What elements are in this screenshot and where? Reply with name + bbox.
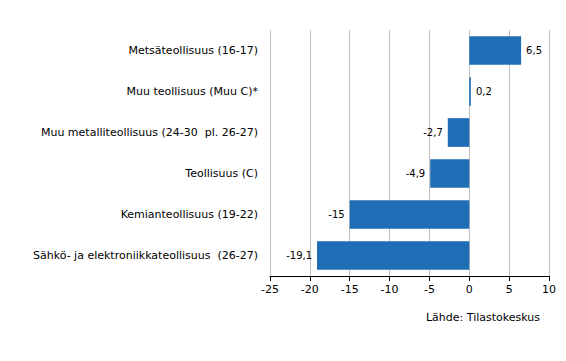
svg-text:Muu metalliteollisuus (24-30: Muu metalliteollisuus (24-30 pl. 26-27)	[41, 126, 258, 139]
svg-text:Kemianteollisuus (19-22): Kemianteollisuus (19-22)	[121, 208, 258, 221]
svg-text:-10: -10	[381, 283, 399, 296]
svg-text:Metsäteollisuus (16-17): Metsäteollisuus (16-17)	[129, 44, 258, 57]
svg-text:-20: -20	[301, 283, 319, 296]
svg-text:Teollisuus (C): Teollisuus (C)	[184, 167, 258, 180]
svg-text:-15: -15	[328, 209, 344, 220]
svg-text:0: 0	[466, 283, 473, 296]
svg-text:-2,7: -2,7	[423, 127, 443, 138]
svg-text:-15: -15	[341, 283, 359, 296]
svg-text:6,5: 6,5	[526, 45, 542, 56]
svg-text:0,2: 0,2	[476, 86, 492, 97]
svg-text:-25: -25	[261, 283, 279, 296]
svg-text:-19,1: -19,1	[286, 250, 312, 261]
svg-text:10: 10	[542, 283, 556, 296]
svg-text:Lähde: Tilastokeskus: Lähde: Tilastokeskus	[426, 311, 540, 324]
svg-text:5: 5	[506, 283, 513, 296]
svg-text:Sähkö- ja elektroniikkateollis: Sähkö- ja elektroniikkateollisuus (26-27…	[33, 249, 258, 262]
svg-text:-5: -5	[424, 283, 435, 296]
svg-text:-4,9: -4,9	[406, 168, 426, 179]
svg-text:Muu teollisuus (Muu C)*: Muu teollisuus (Muu C)*	[126, 85, 258, 98]
